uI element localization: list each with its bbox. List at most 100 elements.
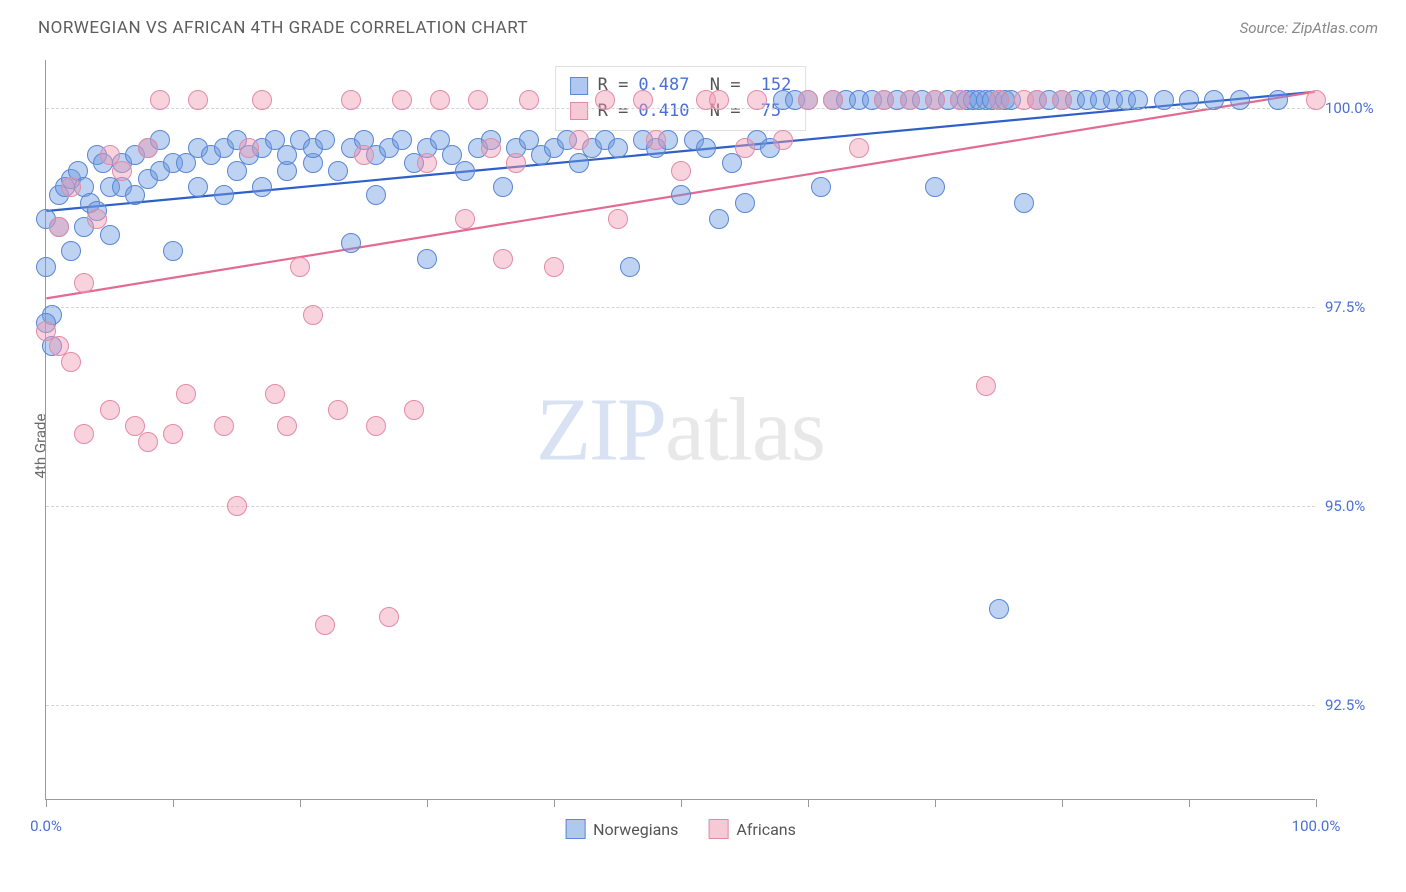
- stats-legend-box: R =0.487 N = 152R =0.410 N = 75: [555, 66, 807, 131]
- data-point: [506, 153, 526, 173]
- x-tick: [300, 799, 301, 807]
- watermark: ZIPatlas: [536, 378, 825, 481]
- x-tick: [427, 799, 428, 807]
- data-point: [608, 138, 628, 158]
- data-point: [1052, 90, 1072, 110]
- x-tick: [554, 799, 555, 807]
- data-point: [87, 209, 107, 229]
- y-tick-label: 97.5%: [1325, 298, 1395, 316]
- data-point: [849, 138, 869, 158]
- data-point: [328, 400, 348, 420]
- data-point: [1179, 90, 1199, 110]
- data-point: [1230, 90, 1250, 110]
- data-point: [265, 384, 285, 404]
- data-point: [176, 153, 196, 173]
- data-point: [163, 241, 183, 261]
- gridline-h: [46, 307, 1315, 308]
- data-point: [239, 138, 259, 158]
- data-point: [468, 90, 488, 110]
- data-point: [989, 599, 1009, 619]
- data-point: [392, 130, 412, 150]
- data-point: [1014, 193, 1034, 213]
- chart-title: NORWEGIAN VS AFRICAN 4TH GRADE CORRELATI…: [38, 18, 528, 38]
- x-tick: [681, 799, 682, 807]
- data-point: [100, 400, 120, 420]
- stat-swatch: [570, 77, 588, 95]
- data-point: [176, 384, 196, 404]
- data-point: [925, 177, 945, 197]
- x-tick: [46, 799, 47, 807]
- data-point: [544, 257, 564, 277]
- data-point: [900, 90, 920, 110]
- stat-swatch: [570, 102, 588, 120]
- data-point: [671, 161, 691, 181]
- data-point: [1306, 90, 1326, 110]
- data-point: [823, 90, 843, 110]
- data-point: [1204, 90, 1224, 110]
- legend-item: Africans: [708, 819, 795, 839]
- x-tick-label: 100.0%: [1292, 817, 1341, 835]
- data-point: [1128, 90, 1148, 110]
- data-point: [417, 249, 437, 269]
- data-point: [303, 305, 323, 325]
- x-tick-label: 0.0%: [30, 817, 62, 835]
- data-point: [404, 400, 424, 420]
- data-point: [722, 153, 742, 173]
- data-point: [633, 90, 653, 110]
- data-point: [976, 376, 996, 396]
- data-point: [595, 90, 615, 110]
- data-point: [227, 496, 247, 516]
- data-point: [125, 185, 145, 205]
- data-point: [569, 153, 589, 173]
- source-attribution: Source: ZipAtlas.com: [1240, 19, 1378, 37]
- data-point: [252, 177, 272, 197]
- data-point: [354, 145, 374, 165]
- data-point: [1027, 90, 1047, 110]
- legend-label: Africans: [736, 820, 795, 839]
- data-point: [519, 90, 539, 110]
- header-row: NORWEGIAN VS AFRICAN 4TH GRADE CORRELATI…: [38, 18, 1378, 38]
- data-point: [455, 161, 475, 181]
- x-tick: [935, 799, 936, 807]
- y-tick-label: 95.0%: [1325, 497, 1395, 515]
- data-point: [366, 185, 386, 205]
- data-point: [49, 217, 69, 237]
- data-point: [100, 225, 120, 245]
- data-point: [671, 185, 691, 205]
- data-point: [735, 193, 755, 213]
- x-tick: [808, 799, 809, 807]
- data-point: [61, 241, 81, 261]
- data-point: [379, 607, 399, 627]
- data-point: [747, 90, 767, 110]
- data-point: [569, 130, 589, 150]
- data-point: [188, 177, 208, 197]
- data-point: [277, 416, 297, 436]
- legend-swatch: [708, 819, 728, 839]
- data-point: [696, 138, 716, 158]
- data-point: [214, 185, 234, 205]
- data-point: [811, 177, 831, 197]
- data-point: [315, 130, 335, 150]
- data-point: [620, 257, 640, 277]
- data-point: [74, 273, 94, 293]
- data-point: [366, 416, 386, 436]
- data-point: [341, 233, 361, 253]
- data-point: [481, 138, 501, 158]
- y-tick-label: 100.0%: [1325, 99, 1395, 117]
- data-point: [163, 424, 183, 444]
- legend-swatch: [565, 819, 585, 839]
- data-point: [341, 90, 361, 110]
- data-point: [74, 424, 94, 444]
- data-point: [61, 352, 81, 372]
- x-tick: [173, 799, 174, 807]
- legend-label: Norwegians: [593, 820, 678, 839]
- data-point: [455, 209, 475, 229]
- data-point: [1268, 90, 1288, 110]
- data-point: [290, 257, 310, 277]
- data-point: [227, 161, 247, 181]
- data-point: [773, 130, 793, 150]
- data-point: [493, 249, 513, 269]
- x-tick: [1189, 799, 1190, 807]
- data-point: [950, 90, 970, 110]
- data-point: [925, 90, 945, 110]
